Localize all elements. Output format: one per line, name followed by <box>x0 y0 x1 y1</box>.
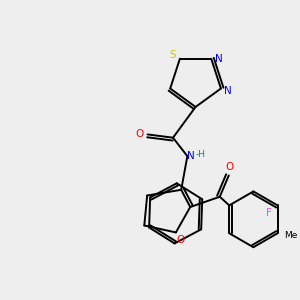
Text: O: O <box>135 129 143 139</box>
Text: N: N <box>188 151 195 161</box>
Text: O: O <box>226 162 234 172</box>
Text: F: F <box>266 208 272 218</box>
Text: N: N <box>224 85 232 96</box>
Text: S: S <box>169 50 176 60</box>
Text: O: O <box>177 235 185 245</box>
Text: Me: Me <box>284 231 297 240</box>
Text: -H: -H <box>196 150 206 159</box>
Text: N: N <box>215 54 223 64</box>
